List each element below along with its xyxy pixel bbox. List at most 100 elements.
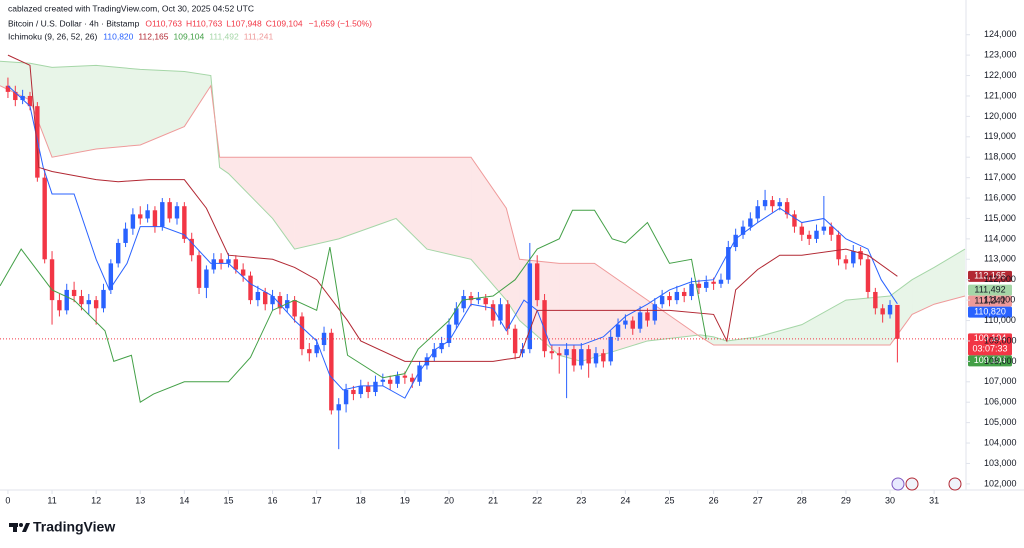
price-label: 109,104 bbox=[974, 355, 1007, 365]
x-tick-label: 21 bbox=[488, 495, 498, 505]
cloud-fill bbox=[140, 69, 185, 145]
x-tick-label: 22 bbox=[532, 495, 542, 505]
kijun-line bbox=[7, 54, 898, 362]
candle-body bbox=[13, 91, 18, 101]
candle-body bbox=[748, 218, 753, 227]
event-icon bbox=[948, 477, 962, 491]
cloud-fill bbox=[338, 157, 397, 239]
candle-body bbox=[387, 379, 393, 384]
y-tick-label: 121,000 bbox=[984, 90, 1017, 100]
y-tick-label: 117,000 bbox=[984, 172, 1016, 182]
indicator-value: 112,165 bbox=[138, 31, 168, 41]
candle-body bbox=[130, 214, 136, 229]
cloud-fill bbox=[581, 263, 595, 362]
candle-body bbox=[417, 365, 422, 382]
candle-body bbox=[696, 283, 702, 288]
y-tick-label: 108,000 bbox=[984, 356, 1017, 366]
price-label: 112,165 bbox=[974, 271, 1006, 281]
candle-body bbox=[285, 300, 290, 309]
candle-body bbox=[549, 351, 555, 354]
candle-body bbox=[402, 375, 408, 378]
x-tick-label: 18 bbox=[356, 495, 366, 505]
candle-body bbox=[211, 259, 216, 270]
candle-body bbox=[240, 269, 246, 276]
price-label-box bbox=[968, 270, 1012, 282]
indicator-value: 110,820 bbox=[103, 31, 133, 41]
price-label-box bbox=[968, 295, 1012, 307]
candle-body bbox=[652, 304, 658, 321]
logo-shape bbox=[19, 523, 23, 527]
candle-body bbox=[586, 349, 591, 364]
x-tick-label: 19 bbox=[400, 495, 410, 505]
candle-body bbox=[160, 202, 165, 227]
candle-body bbox=[108, 263, 114, 290]
cloud-fill bbox=[52, 65, 97, 158]
cloud-fill bbox=[294, 157, 339, 250]
y-tick-label: 113,000 bbox=[984, 254, 1016, 264]
plot-area bbox=[0, 54, 966, 450]
x-tick-label: 14 bbox=[179, 495, 189, 505]
candle-body bbox=[314, 345, 319, 354]
ohlc-value: O110,763 bbox=[145, 18, 182, 28]
cloud-fill bbox=[29, 63, 53, 158]
y-tick-label: 110,000 bbox=[984, 315, 1016, 325]
candle-body bbox=[410, 377, 415, 382]
candle-body bbox=[512, 328, 518, 354]
y-tick-label: 111,000 bbox=[984, 295, 1015, 305]
x-tick-label: 20 bbox=[444, 495, 454, 505]
x-tick-label: 27 bbox=[753, 495, 763, 505]
candle-body bbox=[373, 381, 378, 392]
countdown: 03:07:33 bbox=[972, 344, 1007, 354]
candle-body bbox=[79, 296, 84, 305]
price-label-box bbox=[968, 306, 1012, 318]
candle-body bbox=[534, 263, 540, 301]
candle-body bbox=[571, 349, 577, 366]
candle-body bbox=[380, 379, 386, 382]
candle-body bbox=[468, 296, 474, 301]
x-tick-label: 24 bbox=[620, 495, 630, 505]
candle-body bbox=[873, 291, 878, 309]
y-tick-label: 109,000 bbox=[984, 335, 1017, 345]
candle-body bbox=[681, 291, 687, 297]
cloud-fill bbox=[219, 157, 229, 174]
x-tick-label: 31 bbox=[929, 495, 939, 505]
candle-body bbox=[86, 300, 91, 305]
y-tick-label: 118,000 bbox=[984, 152, 1016, 162]
x-tick-label: 0 bbox=[5, 495, 10, 505]
candle-body bbox=[182, 206, 187, 239]
candle-body bbox=[196, 255, 202, 288]
candle-body bbox=[93, 300, 99, 309]
candle-body bbox=[667, 296, 672, 301]
candle-body bbox=[674, 291, 680, 301]
candle-body bbox=[689, 283, 694, 297]
candle-body bbox=[365, 385, 371, 392]
candle-body bbox=[27, 95, 33, 107]
indicator-name: Ichimoku (9, 26, 52, 26) bbox=[8, 31, 97, 41]
candle-body bbox=[865, 259, 871, 292]
candle-body bbox=[527, 263, 533, 350]
candle-body bbox=[564, 349, 569, 356]
y-tick-label: 107,000 bbox=[984, 376, 1017, 386]
candle-body bbox=[226, 259, 231, 264]
cloud-fill bbox=[184, 71, 211, 127]
x-tick-label: 28 bbox=[797, 495, 807, 505]
candle-body bbox=[784, 202, 790, 215]
candle-body bbox=[498, 304, 503, 321]
candle-body bbox=[123, 228, 128, 243]
cloud-fill bbox=[396, 157, 427, 250]
candle-body bbox=[579, 349, 584, 366]
y-tick-label: 103,000 bbox=[984, 458, 1017, 468]
cloud-fill bbox=[757, 324, 802, 346]
candle-body bbox=[895, 304, 900, 339]
candle-body bbox=[711, 281, 716, 284]
candle-body bbox=[490, 304, 496, 321]
symbol: Bitcoin / U.S. Dollar · 4h · Bitstamp bbox=[8, 18, 140, 28]
x-tick-label: 11 bbox=[47, 495, 56, 505]
candle-body bbox=[593, 353, 599, 364]
candle-body bbox=[351, 389, 356, 395]
candle-body bbox=[858, 251, 863, 260]
logo-shape bbox=[22, 523, 30, 532]
candle-body bbox=[20, 95, 25, 101]
indicator-value: 109,104 bbox=[174, 31, 205, 41]
